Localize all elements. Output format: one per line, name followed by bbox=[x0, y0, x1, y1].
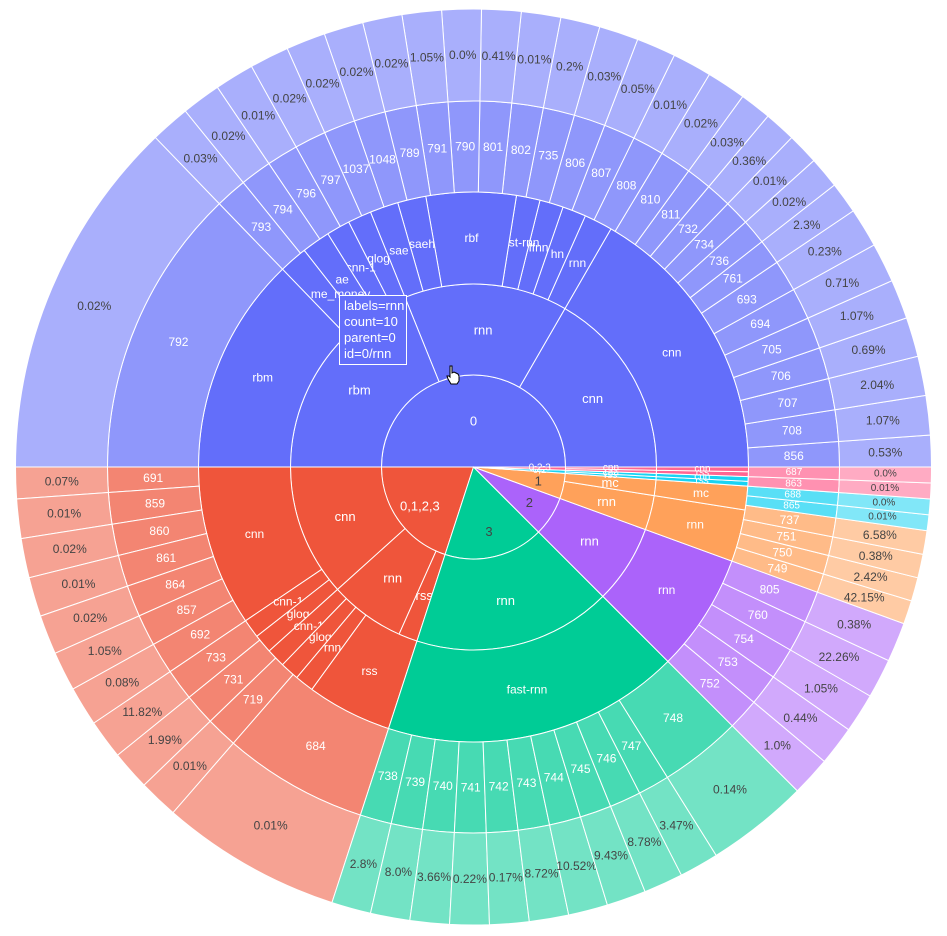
sector-l5-43[interactable] bbox=[449, 831, 491, 926]
hover-tooltip: labels=rnn count=10 parent=0 id=0/rnn bbox=[339, 295, 407, 365]
sector-l5-19[interactable] bbox=[441, 8, 483, 103]
hand-cursor-icon bbox=[446, 365, 460, 385]
sector-l5-63[interactable] bbox=[838, 466, 933, 484]
tooltip-line-labels: labels=rnn bbox=[344, 298, 405, 313]
tooltip-line-parent: parent=0 bbox=[344, 330, 396, 345]
sector-l4-43[interactable] bbox=[453, 741, 487, 834]
tooltip-line-id: id=0/rnn bbox=[344, 346, 392, 361]
tooltip-line-count: count=10 bbox=[344, 314, 398, 329]
